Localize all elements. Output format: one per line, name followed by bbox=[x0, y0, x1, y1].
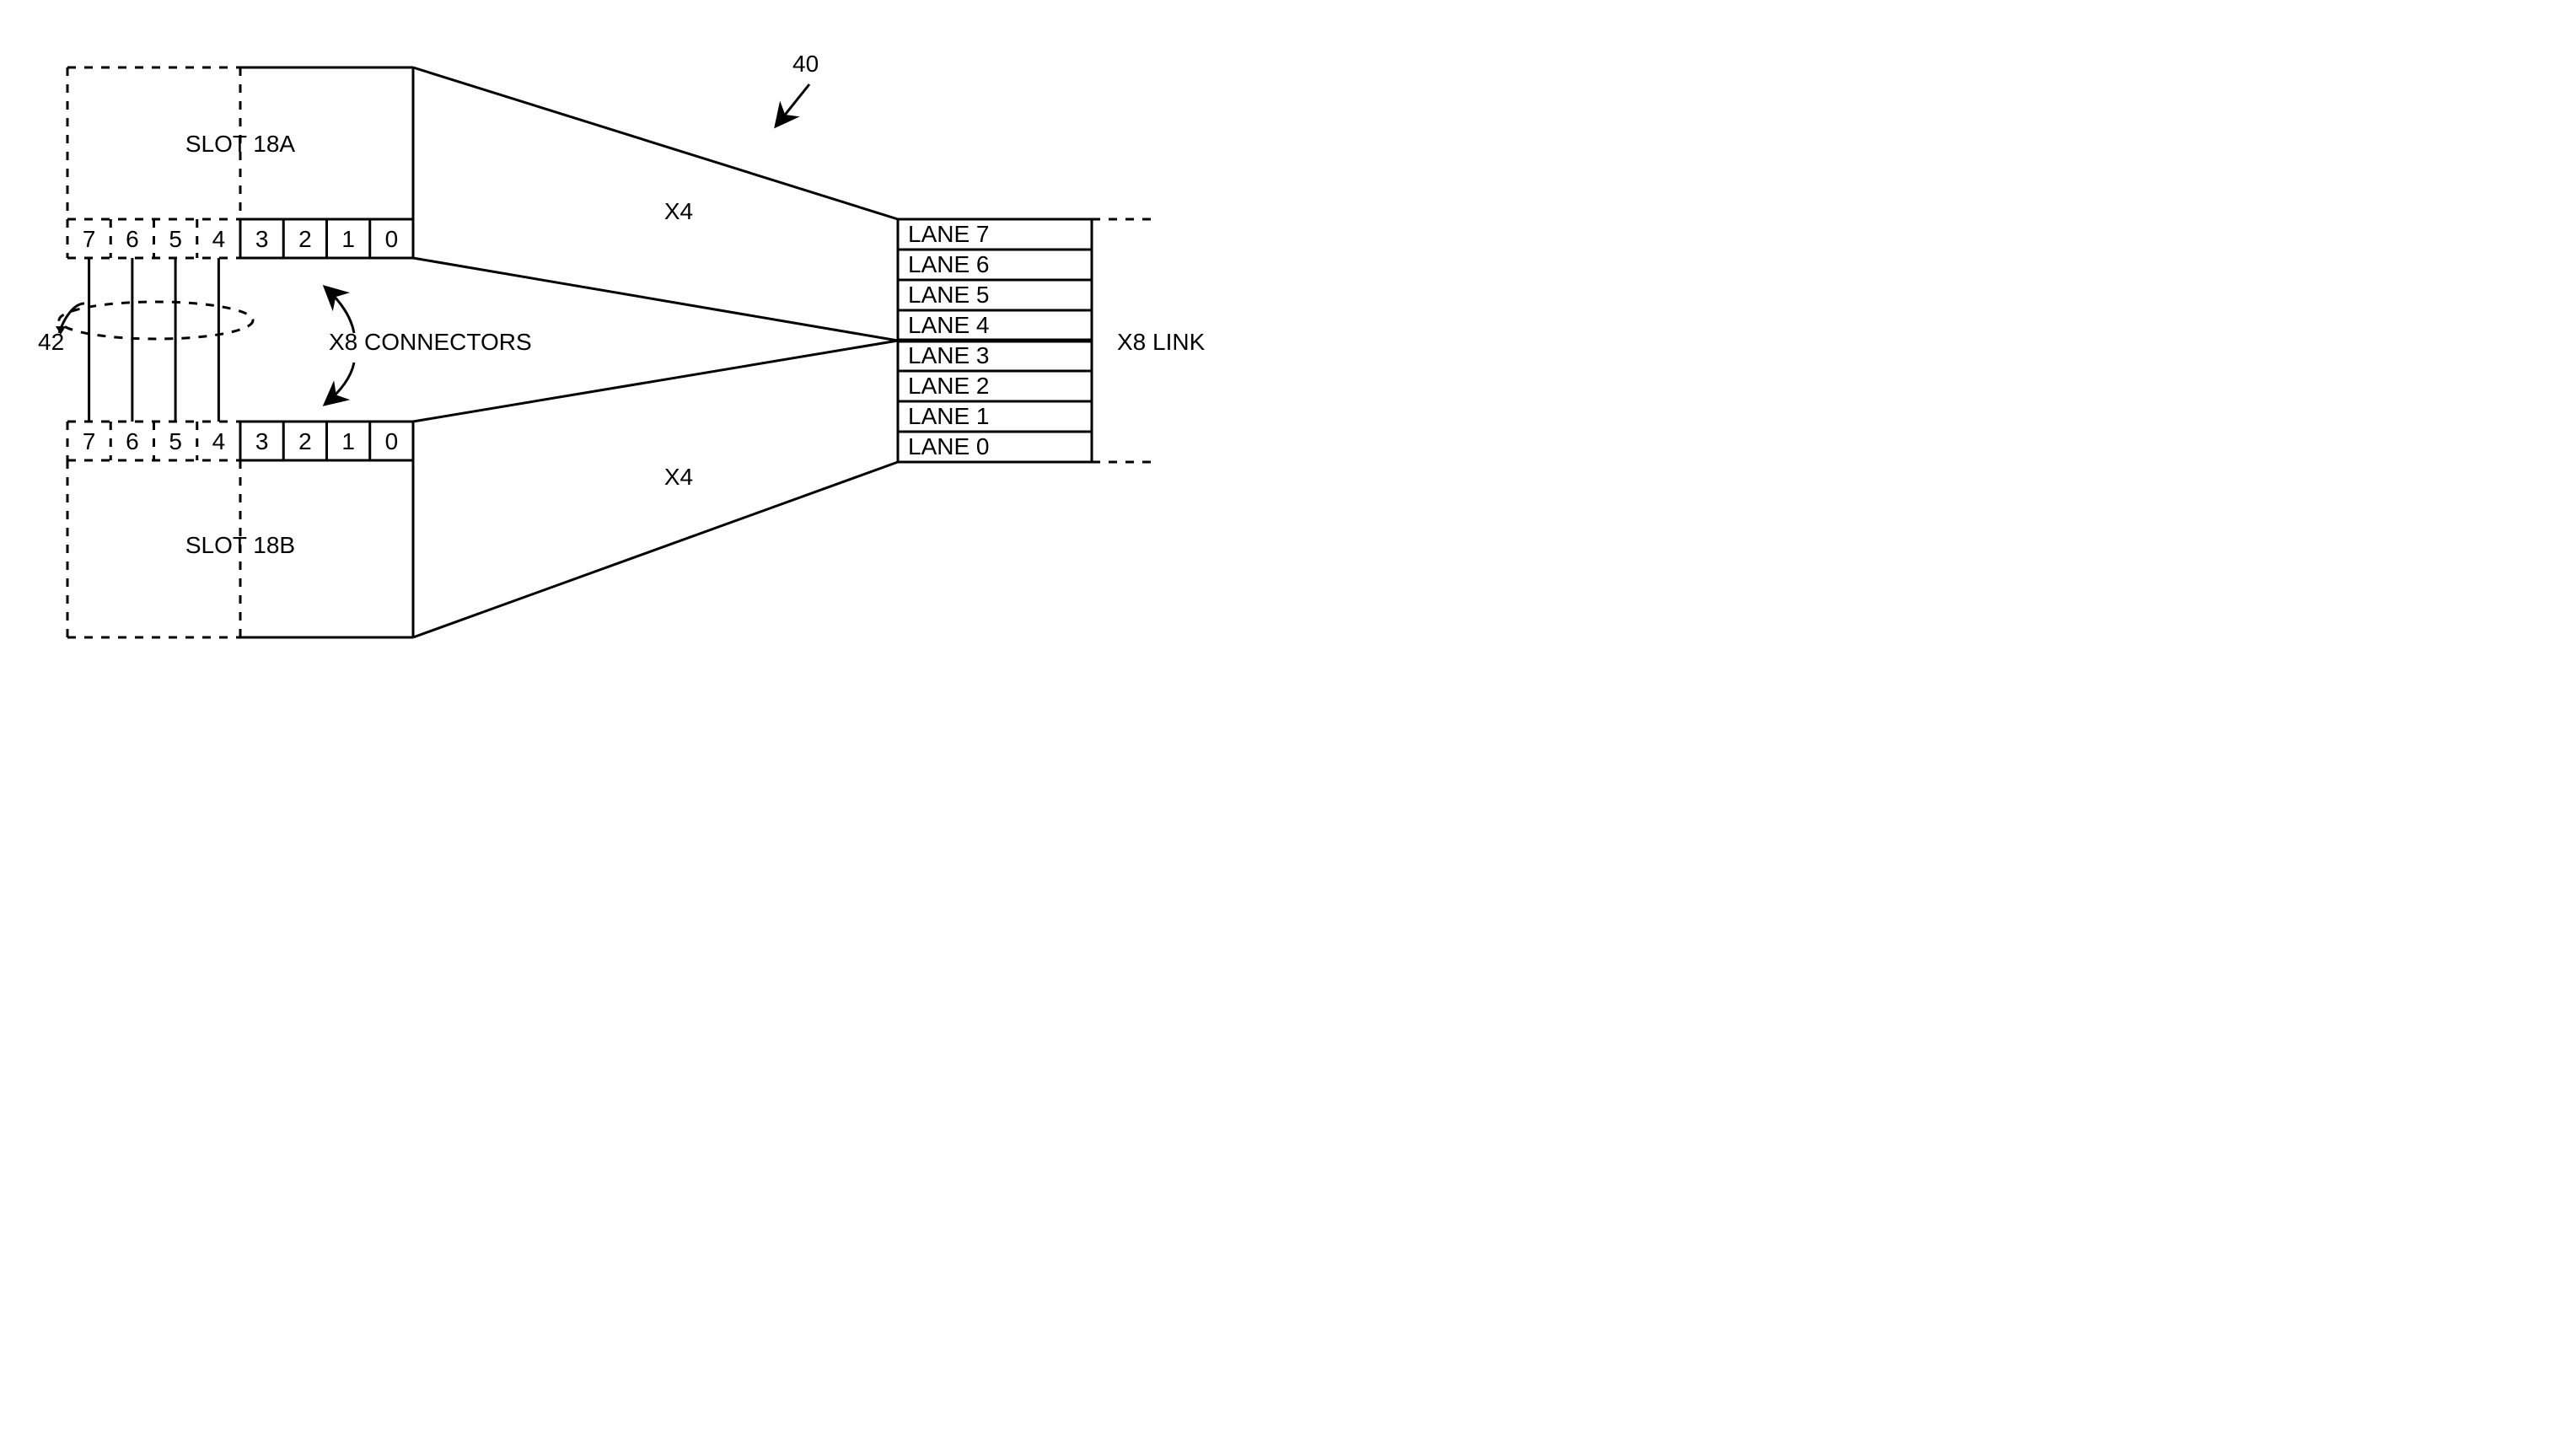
lane-label-5: LANE 2 bbox=[908, 373, 990, 399]
lane-label-3: LANE 4 bbox=[908, 312, 990, 338]
lane-label-0: LANE 7 bbox=[908, 221, 990, 247]
slotA-cell-6: 6 bbox=[126, 226, 139, 252]
funnel-a_top bbox=[413, 67, 898, 219]
slotA-cell-4: 4 bbox=[212, 226, 226, 252]
slotB-cell-7: 7 bbox=[83, 428, 96, 454]
slotA-cell-3: 3 bbox=[255, 226, 269, 252]
slotB-cell-2: 2 bbox=[298, 428, 312, 454]
funnel-b_bottom bbox=[413, 462, 898, 637]
label-ref-40: 40 bbox=[792, 51, 819, 77]
slotB-cell-3: 3 bbox=[255, 428, 269, 454]
lane-label-4: LANE 3 bbox=[908, 342, 990, 368]
slotB-label: SLOT 18B bbox=[185, 532, 295, 558]
slotB-cell-0: 0 bbox=[385, 428, 399, 454]
label-x4-top: X4 bbox=[664, 198, 693, 224]
slotA-cell-2: 2 bbox=[298, 226, 312, 252]
label-x8-link: X8 LINK bbox=[1117, 329, 1206, 355]
slotA-label: SLOT 18A bbox=[185, 131, 296, 157]
slotA-cell-0: 0 bbox=[385, 226, 399, 252]
slotB-cell-4: 4 bbox=[212, 428, 226, 454]
slotB-cell-1: 1 bbox=[341, 428, 355, 454]
lane-label-2: LANE 5 bbox=[908, 282, 990, 308]
lane-label-7: LANE 0 bbox=[908, 433, 990, 459]
diagram-canvas: 7 6 5 4 3 2 1 0 SLOT 18A 7 6 5 4 3 2 1 0 SLOT 18B LANE 7 LA… bbox=[0, 0, 1278, 728]
slotB-cell-5: 5 bbox=[169, 428, 182, 454]
lane-label-1: LANE 6 bbox=[908, 251, 990, 277]
slotA-cell-5: 5 bbox=[169, 226, 182, 252]
arrow-conn-down bbox=[325, 363, 354, 405]
slotB-cell-6: 6 bbox=[126, 428, 139, 454]
lane-label-6: LANE 1 bbox=[908, 403, 990, 429]
label-x8-conn: X8 CONNECTORS bbox=[329, 329, 532, 355]
slotA-cell-7: 7 bbox=[83, 226, 96, 252]
slotA-cell-1: 1 bbox=[341, 226, 355, 252]
arrow-ref-40 bbox=[776, 84, 809, 126]
arrow-conn-up bbox=[325, 287, 354, 333]
label-x4-bot: X4 bbox=[664, 464, 693, 490]
